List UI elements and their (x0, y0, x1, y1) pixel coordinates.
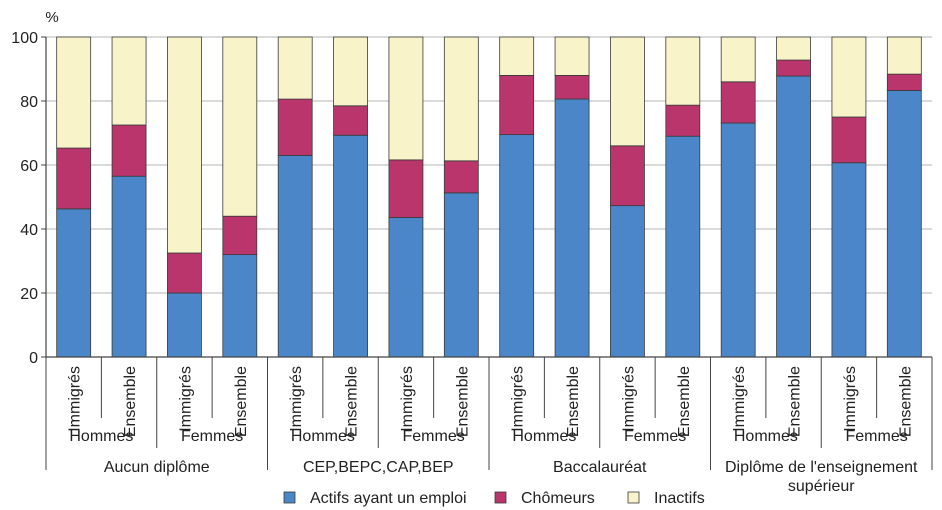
bar-segment-inactifs (222, 36, 258, 217)
y-tick-label: 80 (20, 94, 38, 111)
bars (56, 36, 922, 358)
bar-segment-inactifs (831, 36, 867, 118)
bar-segment-actifs-ayant-un-emploi (277, 154, 313, 358)
bar-segment-inactifs (610, 36, 645, 147)
bar-segment-inactifs (111, 36, 147, 126)
bar-segment-inactifs (167, 36, 202, 254)
x-category-label: Immigrés (399, 366, 416, 432)
bar-segment-ch-meurs (554, 75, 590, 100)
diploma-group-label: supérieur (788, 478, 855, 495)
bar-segment-ch-meurs (277, 98, 313, 156)
bar-segment-ch-meurs (665, 104, 701, 137)
bar-segment-inactifs (333, 36, 368, 107)
bar-segment-actifs-ayant-un-emploi (333, 134, 368, 358)
bar-segment-actifs-ayant-un-emploi (388, 217, 424, 358)
x-category-label: Ensemble (787, 366, 804, 437)
legend-swatch (627, 491, 640, 504)
bar-segment-ch-meurs (499, 75, 535, 136)
bar-segment-actifs-ayant-un-emploi (554, 98, 590, 358)
y-tick-label: 0 (29, 350, 38, 367)
legend-swatch (494, 491, 507, 504)
bar-segment-inactifs (886, 36, 922, 75)
bar-segment-actifs-ayant-un-emploi (776, 75, 811, 358)
axis-labels: 0 20 40 60 80 100 Immigrés Ensemble Immigrés Ense… (11, 30, 918, 495)
diploma-group-label: CEP,BEPC,CAP,BEP (303, 459, 454, 476)
bar-segment-actifs-ayant-un-emploi (222, 254, 258, 358)
sex-group-label: Hommes (512, 428, 576, 445)
bar-segment-ch-meurs (388, 159, 424, 218)
bar-segment-actifs-ayant-un-emploi (886, 90, 922, 358)
x-category-label: Immigrés (177, 366, 194, 432)
x-category-label: Ensemble (344, 366, 361, 437)
bar-segment-ch-meurs (222, 215, 258, 255)
sex-group-label: Femmes (624, 428, 686, 445)
bar-segment-inactifs (388, 36, 424, 161)
bar-segment-actifs-ayant-un-emploi (720, 122, 756, 358)
x-category-label: Immigrés (288, 366, 305, 432)
bar-segment-ch-meurs (111, 124, 147, 177)
bar-segment-actifs-ayant-un-emploi (610, 205, 645, 358)
x-category-label: Ensemble (233, 366, 250, 437)
bar-segment-actifs-ayant-un-emploi (167, 292, 202, 358)
bar-segment-inactifs (277, 36, 313, 100)
bar-segment-ch-meurs (56, 147, 92, 210)
bar-segment-ch-meurs (333, 105, 368, 136)
sex-group-label: Femmes (403, 428, 465, 445)
x-category-label: Ensemble (565, 366, 582, 437)
bar-segment-inactifs (776, 36, 811, 61)
x-category-label: Ensemble (454, 366, 471, 437)
bar-segment-inactifs (554, 36, 590, 76)
bar-segment-inactifs (499, 36, 535, 76)
diploma-group-label: Diplôme de l'enseignement (725, 459, 918, 476)
legend-label: Chômeurs (521, 490, 595, 507)
y-tick-label: 100 (11, 30, 38, 47)
bar-segment-ch-meurs (831, 116, 867, 164)
bar-segment-ch-meurs (720, 81, 756, 124)
diploma-group-label: Baccalauréat (553, 459, 647, 476)
bar-segment-inactifs (443, 36, 479, 162)
sex-group-label: Hommes (291, 428, 355, 445)
sex-group-label: Femmes (846, 428, 908, 445)
x-category-label: Immigrés (842, 366, 859, 432)
bar-segment-actifs-ayant-un-emploi (56, 208, 92, 358)
x-category-label: Ensemble (897, 366, 914, 437)
bar-segment-ch-meurs (776, 59, 811, 77)
bar-segment-ch-meurs (610, 145, 645, 207)
y-tick-label: 20 (20, 286, 38, 303)
bar-segment-ch-meurs (886, 73, 922, 91)
bar-segment-actifs-ayant-un-emploi (111, 175, 147, 358)
x-category-label: Immigrés (620, 366, 637, 432)
bar-segment-actifs-ayant-un-emploi (499, 134, 535, 358)
axes (41, 36, 933, 470)
x-category-label: Ensemble (122, 366, 139, 437)
x-category-label: Ensemble (676, 366, 693, 437)
y-tick-label: 60 (20, 158, 38, 175)
sex-group-label: Hommes (734, 428, 798, 445)
x-category-label: Immigrés (67, 366, 84, 432)
legend-label: Inactifs (654, 490, 705, 507)
y-tick-label: 40 (20, 222, 38, 239)
bar-segment-inactifs (56, 36, 92, 149)
legend: Actifs ayant un emploi Chômeurs Inactifs (283, 490, 705, 507)
x-category-label: Immigrés (731, 366, 748, 432)
bar-segment-ch-meurs (443, 160, 479, 194)
diploma-group-label: Aucun diplôme (104, 459, 210, 476)
sex-group-label: Hommes (69, 428, 133, 445)
y-axis-unit: % (45, 9, 58, 26)
sex-group-label: Femmes (181, 428, 243, 445)
bar-segment-actifs-ayant-un-emploi (831, 162, 867, 358)
bar-segment-actifs-ayant-un-emploi (665, 135, 701, 358)
x-category-label: Immigrés (510, 366, 527, 432)
bar-segment-inactifs (665, 36, 701, 106)
bar-segment-actifs-ayant-un-emploi (443, 192, 479, 358)
legend-swatch (283, 491, 296, 504)
bar-segment-inactifs (720, 36, 756, 83)
legend-label: Actifs ayant un emploi (310, 490, 467, 507)
bar-segment-ch-meurs (167, 252, 202, 294)
